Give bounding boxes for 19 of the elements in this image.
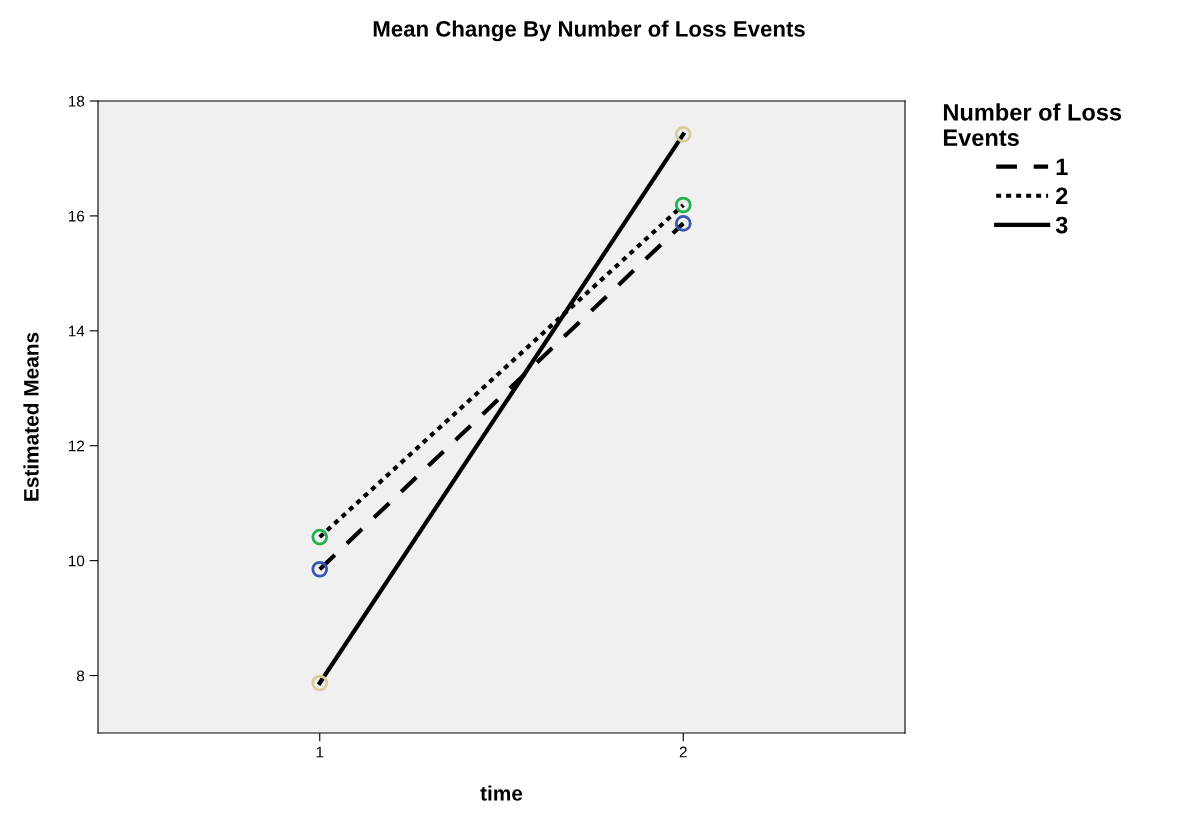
point	[311, 674, 329, 692]
point	[674, 196, 692, 214]
legend-label: 3	[1055, 216, 1068, 234]
legend-title: Number of Loss Events	[943, 103, 1122, 147]
legend-label: 2	[1056, 187, 1068, 205]
point	[311, 560, 329, 578]
chart-title: Mean Change By Number of Loss Events	[373, 20, 805, 42]
y-axis-title: Estimated Means	[23, 332, 39, 501]
x-axis-title: time	[480, 785, 523, 801]
y-tick-label: 10	[68, 555, 85, 567]
y-tick-label: 8	[76, 670, 85, 682]
legend-label: 1	[1056, 158, 1068, 175]
y-tick-label: 14	[68, 325, 85, 337]
point	[674, 125, 692, 143]
point	[674, 215, 692, 232]
y-tick-label: 18	[68, 95, 85, 107]
y-tick-label: 16	[68, 210, 85, 222]
y-tick-label: 12	[68, 440, 85, 452]
point	[311, 528, 329, 546]
